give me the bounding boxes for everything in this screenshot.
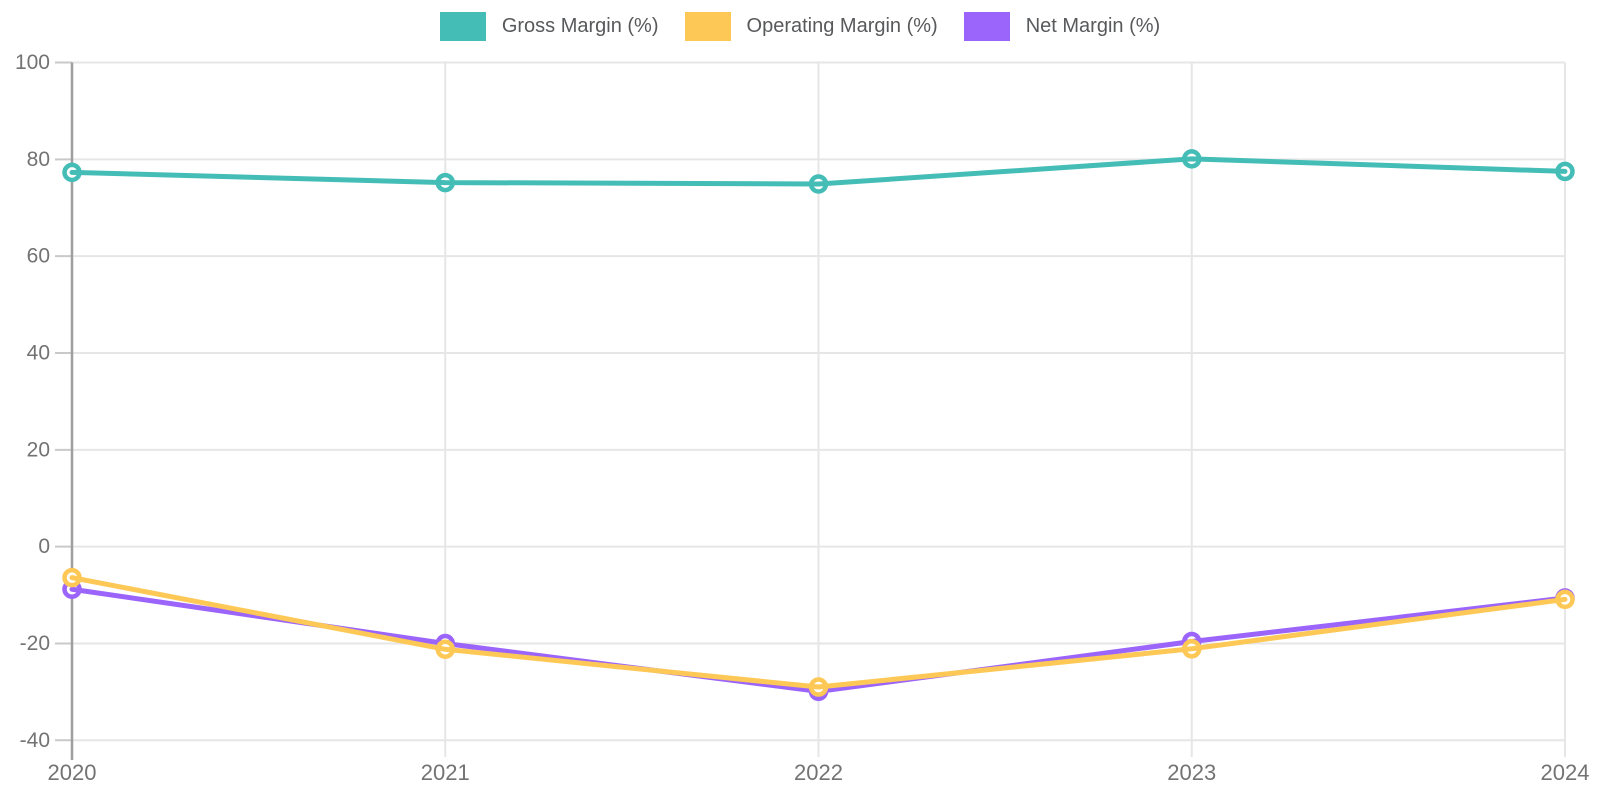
y-tick-label: -40 <box>20 729 50 752</box>
y-tick-label: 40 <box>27 341 50 364</box>
y-tick-label: -20 <box>20 632 50 655</box>
x-tick-label: 2020 <box>48 760 97 785</box>
margin-trend-chart-page: Gross Margin (%) Operating Margin (%) Ne… <box>0 0 1600 800</box>
x-tick-label: 2023 <box>1167 760 1216 785</box>
y-tick-label: 80 <box>27 148 50 171</box>
line-chart: 100 80 60 40 20 0 -20 -40 2020 2021 2022 2023 2024 <box>0 0 1600 800</box>
y-tick-label: 0 <box>38 535 50 558</box>
x-tick-label: 2024 <box>1541 760 1590 785</box>
y-tick-label: 60 <box>27 245 50 268</box>
y-tick-label: 20 <box>27 438 50 461</box>
x-tick-label: 2021 <box>421 760 470 785</box>
x-tick-label: 2022 <box>794 760 843 785</box>
y-tick-label: 100 <box>15 51 50 74</box>
